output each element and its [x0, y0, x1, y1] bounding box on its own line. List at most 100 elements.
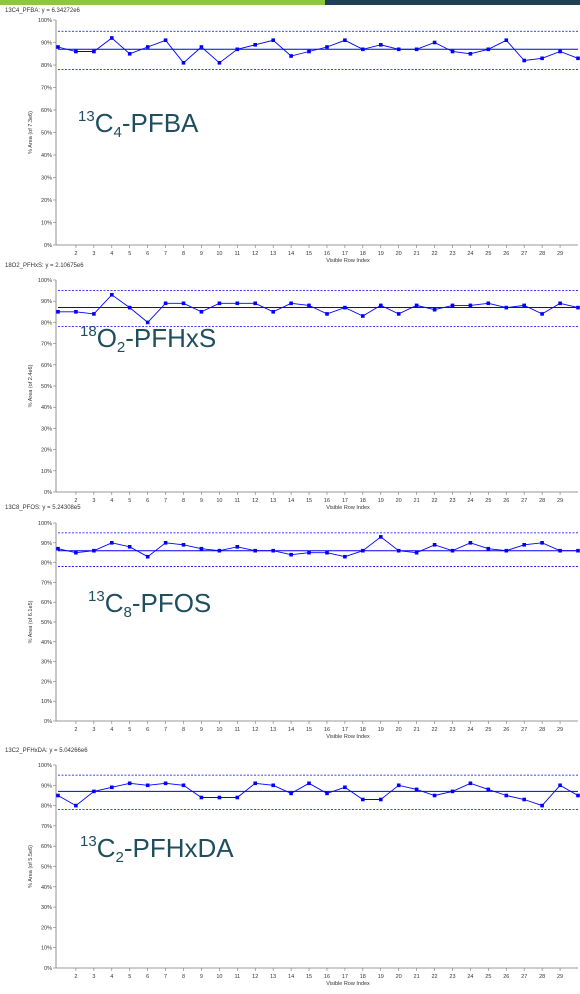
data-point[interactable]	[307, 781, 311, 786]
data-point[interactable]	[235, 47, 240, 52]
data-point[interactable]	[450, 303, 455, 308]
data-point[interactable]	[414, 787, 419, 792]
data-point[interactable]	[217, 548, 222, 553]
data-point[interactable]	[432, 793, 437, 798]
data-point[interactable]	[307, 303, 311, 308]
data-point[interactable]	[432, 543, 437, 547]
data-point[interactable]	[163, 38, 168, 42]
data-point[interactable]	[56, 546, 60, 551]
data-point[interactable]	[558, 301, 562, 306]
data-point[interactable]	[199, 45, 204, 49]
data-point[interactable]	[217, 61, 222, 65]
data-point[interactable]	[468, 781, 473, 786]
data-point[interactable]	[379, 43, 383, 47]
data-point[interactable]	[522, 543, 526, 547]
data-point[interactable]	[522, 58, 526, 63]
data-point[interactable]	[432, 40, 437, 45]
data-point[interactable]	[486, 301, 491, 306]
data-point[interactable]	[56, 310, 60, 314]
data-point[interactable]	[74, 803, 78, 808]
data-point[interactable]	[235, 795, 240, 800]
data-point[interactable]	[325, 550, 329, 555]
data-point[interactable]	[253, 43, 257, 47]
data-point[interactable]	[558, 783, 562, 788]
data-point[interactable]	[271, 38, 275, 42]
data-point[interactable]	[127, 545, 132, 549]
data-point[interactable]	[92, 548, 96, 553]
data-point[interactable]	[361, 314, 365, 318]
data-point[interactable]	[199, 310, 204, 314]
data-point[interactable]	[271, 783, 275, 788]
data-point[interactable]	[199, 546, 204, 551]
data-point[interactable]	[576, 56, 580, 61]
data-point[interactable]	[343, 38, 347, 42]
data-point[interactable]	[110, 36, 114, 40]
data-point[interactable]	[325, 312, 329, 316]
data-point[interactable]	[414, 550, 419, 555]
data-point[interactable]	[289, 54, 293, 58]
data-point[interactable]	[307, 550, 311, 555]
data-point[interactable]	[110, 541, 114, 545]
data-point[interactable]	[181, 61, 186, 65]
data-point[interactable]	[289, 552, 293, 557]
data-point[interactable]	[163, 301, 168, 306]
data-point[interactable]	[289, 301, 293, 306]
data-point[interactable]	[540, 312, 544, 316]
data-point[interactable]	[343, 305, 347, 310]
data-point[interactable]	[558, 548, 562, 553]
data-point[interactable]	[486, 47, 491, 52]
data-point[interactable]	[110, 293, 114, 297]
data-point[interactable]	[56, 45, 60, 49]
data-point[interactable]	[74, 550, 78, 555]
data-point[interactable]	[92, 49, 96, 54]
data-point[interactable]	[181, 783, 186, 788]
data-point[interactable]	[432, 307, 437, 312]
data-point[interactable]	[468, 52, 473, 56]
data-point[interactable]	[343, 554, 347, 559]
data-point[interactable]	[217, 795, 222, 800]
data-point[interactable]	[576, 548, 580, 553]
data-point[interactable]	[145, 320, 150, 325]
data-point[interactable]	[468, 541, 473, 545]
data-point[interactable]	[576, 793, 580, 798]
data-point[interactable]	[289, 791, 293, 796]
data-point[interactable]	[504, 548, 509, 553]
data-point[interactable]	[92, 789, 96, 794]
data-point[interactable]	[325, 45, 329, 49]
data-point[interactable]	[56, 793, 60, 798]
data-point[interactable]	[450, 789, 455, 794]
data-point[interactable]	[343, 785, 347, 790]
data-point[interactable]	[540, 803, 544, 808]
data-point[interactable]	[522, 797, 526, 802]
data-point[interactable]	[110, 785, 114, 790]
data-point[interactable]	[325, 791, 329, 796]
data-point[interactable]	[127, 52, 132, 56]
data-point[interactable]	[450, 548, 455, 553]
data-point[interactable]	[379, 535, 383, 539]
data-point[interactable]	[163, 781, 168, 786]
data-point[interactable]	[396, 783, 401, 788]
data-point[interactable]	[163, 541, 168, 545]
data-point[interactable]	[361, 47, 365, 52]
data-point[interactable]	[540, 541, 544, 545]
data-point[interactable]	[235, 545, 240, 549]
data-point[interactable]	[396, 47, 401, 52]
data-point[interactable]	[468, 303, 473, 308]
data-point[interactable]	[92, 312, 96, 316]
data-point[interactable]	[414, 47, 419, 52]
data-point[interactable]	[396, 312, 401, 316]
data-point[interactable]	[253, 548, 257, 553]
data-point[interactable]	[361, 548, 365, 553]
data-point[interactable]	[181, 301, 186, 306]
data-point[interactable]	[540, 56, 544, 61]
data-point[interactable]	[145, 554, 150, 559]
data-point[interactable]	[307, 49, 311, 54]
data-point[interactable]	[361, 797, 365, 802]
data-point[interactable]	[486, 546, 491, 551]
data-point[interactable]	[271, 548, 275, 553]
data-point[interactable]	[396, 548, 401, 553]
data-point[interactable]	[504, 793, 509, 798]
data-point[interactable]	[522, 303, 526, 308]
data-point[interactable]	[127, 305, 132, 310]
data-point[interactable]	[127, 781, 132, 786]
